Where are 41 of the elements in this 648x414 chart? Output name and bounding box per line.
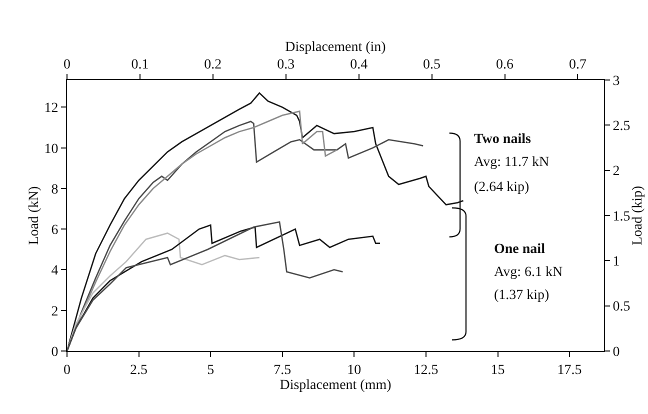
x2-tick-label: 0	[64, 57, 70, 72]
line-series	[67, 232, 260, 351]
x2-tick-label: 0.6	[496, 57, 514, 72]
y-axis-title: Load (kN)	[26, 186, 42, 245]
y2-tick-label: 0.5	[612, 300, 630, 315]
y-tick-label: 8	[51, 182, 58, 198]
x-tick-label: 5	[207, 362, 214, 378]
x2-tick-label: 0.3	[277, 57, 295, 72]
x-axis-title: Displacement (mm)	[280, 378, 392, 394]
x-tick-label: 0	[64, 362, 70, 378]
y2-tick-label: 1	[612, 254, 620, 270]
x2-axis-title: Displacement (in)	[285, 40, 386, 55]
y2-tick-label: 2.5	[612, 119, 630, 134]
x-tick-label: 12.5	[414, 362, 438, 378]
y-tick-label: 4	[51, 264, 58, 279]
y2-tick-label: 0	[612, 344, 620, 360]
annotation: Avg: 6.1 kN	[494, 265, 563, 280]
x-tick-label: 17.5	[557, 362, 582, 378]
y2-tick-label: 1.5	[612, 209, 630, 224]
x2-tick-label: 0.5	[423, 57, 441, 72]
x-tick-label: 2.5	[130, 362, 148, 378]
annotation: (1.37 kip)	[494, 288, 550, 303]
y-tick-label: 2	[51, 304, 58, 320]
x-tick-label: 7.5	[274, 362, 292, 378]
annotation: (2.64 kip)	[474, 180, 530, 195]
y2-tick-label: 3	[612, 74, 620, 89]
annotation: One nail	[494, 242, 546, 257]
y-tick-label: 0	[51, 344, 58, 360]
annotation: Avg: 11.7 kN	[474, 155, 550, 170]
y2-axis-title: Load (kip)	[630, 185, 646, 246]
x2-tick-label: 0.1	[131, 57, 149, 72]
x2-tick-label: 0.7	[568, 57, 586, 72]
y-tick-label: 10	[44, 142, 58, 157]
y2-tick-label: 2	[612, 164, 620, 180]
annotation: Two nails	[474, 132, 532, 147]
y-tick-label: 12	[44, 101, 58, 116]
x-tick-label: 15	[490, 362, 505, 378]
y-tick-label: 6	[51, 223, 58, 238]
x2-tick-label: 0.2	[204, 57, 222, 72]
x-tick-label: 10	[347, 362, 362, 378]
x2-tick-label: 0.4	[350, 57, 368, 72]
